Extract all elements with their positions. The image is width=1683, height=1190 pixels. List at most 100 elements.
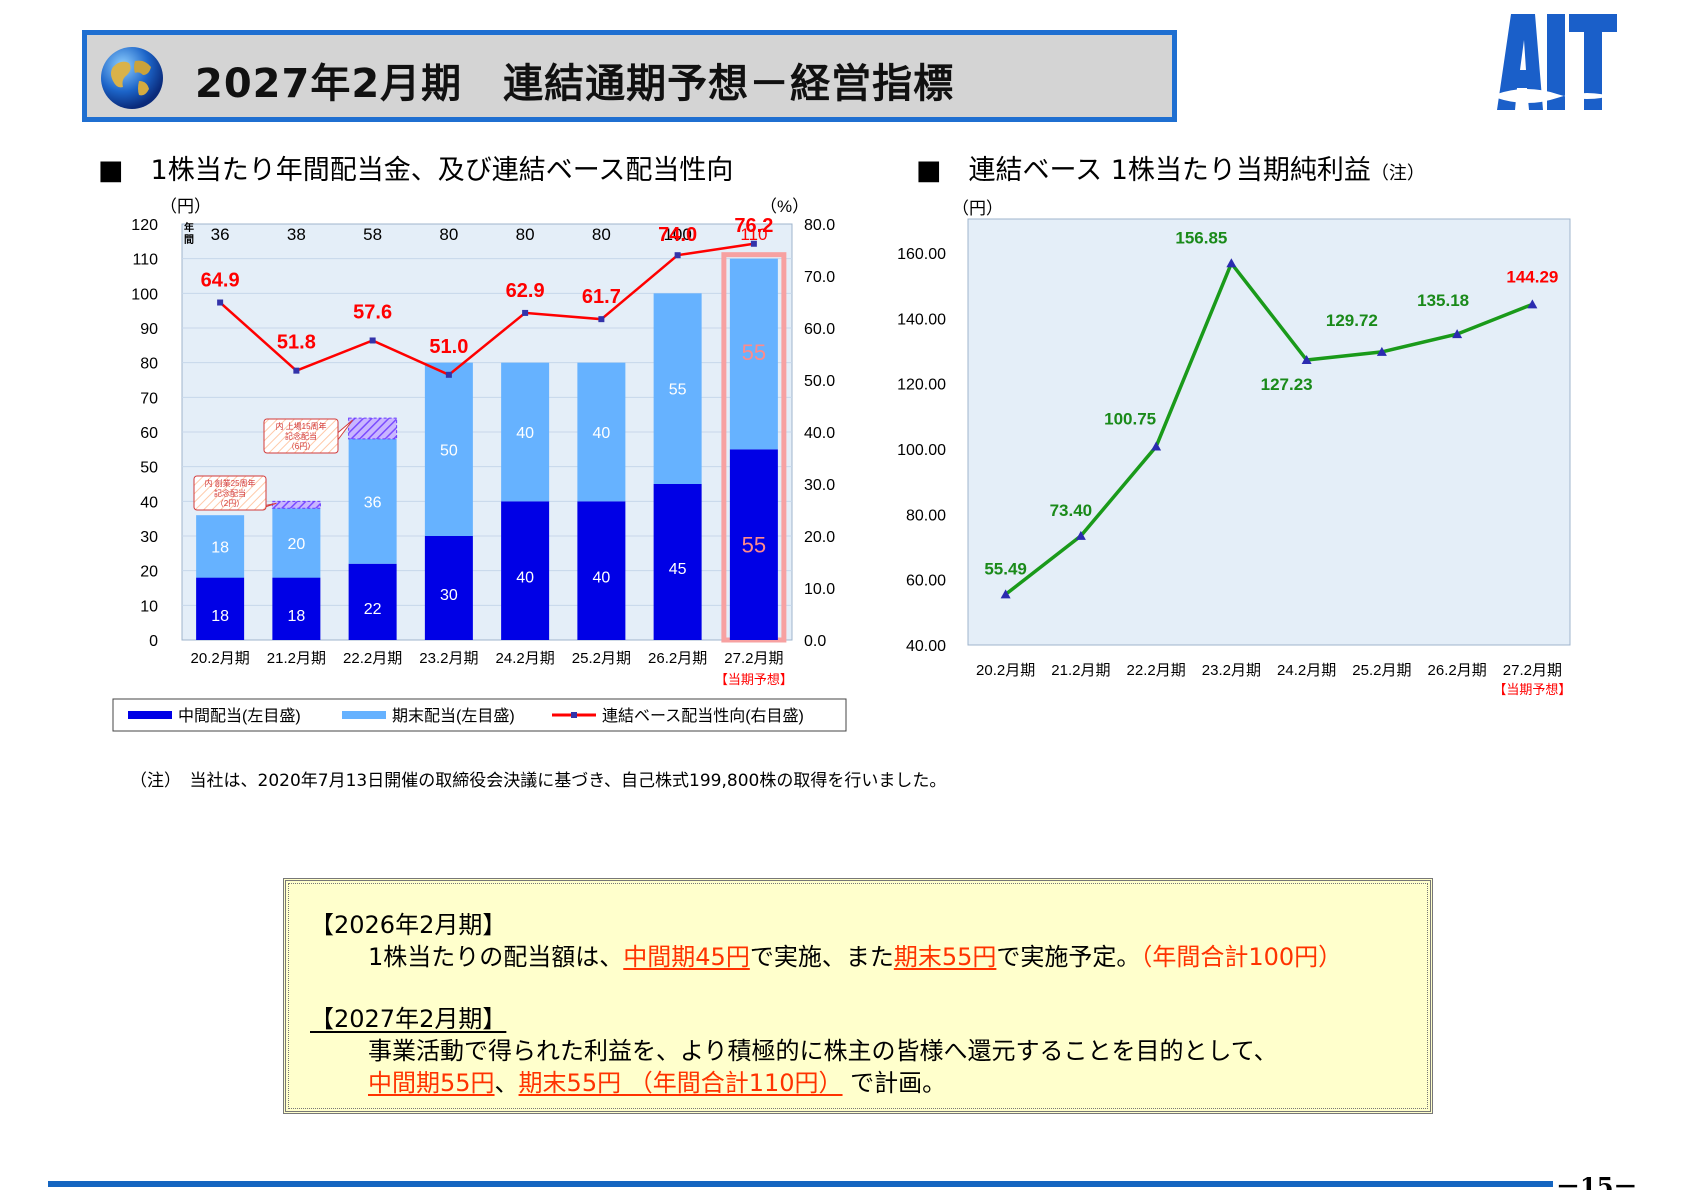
interim-value-label: 18 [287, 608, 305, 625]
bar-yearend [577, 362, 626, 502]
bar-yearend [196, 515, 245, 578]
yearend-value-label: 50 [440, 442, 458, 459]
payout-ratio-point [598, 316, 605, 323]
y-right-tick-label: 10.0 [804, 581, 835, 598]
legend-label: 中間配当(左目盛) [178, 707, 301, 725]
y-tick-label: 120.00 [897, 377, 946, 394]
payout-ratio-point [750, 240, 757, 247]
y-tick-label: 80.00 [906, 507, 946, 524]
x-tick-label: 23.2月期 [1202, 662, 1261, 679]
interim-value-label: 40 [516, 570, 534, 587]
nb-l1-c: で実施、また [749, 943, 894, 971]
y-left-tick-label: 0 [149, 633, 158, 650]
bar-interim [196, 577, 245, 640]
eps-section-note: （注） [1370, 163, 1425, 184]
legend-frame [112, 698, 847, 732]
eps-value-label: 127.23 [1261, 375, 1313, 394]
payout-ratio-line [219, 242, 755, 377]
nb-l1-a: 1株当たりの配当額は、 [368, 943, 624, 971]
x-tick-label: 20.2月期 [976, 662, 1035, 679]
nb-l1-d: 期末55円 [893, 943, 997, 971]
callout-box [263, 418, 339, 454]
y-right-tick-label: 20.0 [804, 529, 835, 546]
footnote: （注） 当社は、2020年7月13日開催の取締役会決議に基づき、自己株式199,… [130, 771, 947, 791]
callout-text: 内 創業25周年 [204, 478, 255, 488]
charts-area: 0 10 20 30 40 50 60 70 80 90 100 110 120 0.0 10.0 20.0 3… [112, 197, 1571, 732]
callout-text: （2円） [216, 499, 244, 508]
payout-ratio-point [217, 299, 224, 306]
eps-point [1075, 530, 1086, 540]
eps-point [1301, 355, 1312, 365]
commemorative-dividend-block [271, 500, 321, 509]
commemorative-dividend-block [348, 417, 398, 440]
bar-yearend [729, 258, 778, 450]
annual-total-label: 38 [287, 225, 306, 244]
yearend-value-label: 36 [364, 494, 382, 511]
payout-ratio-point [293, 367, 300, 374]
x-tick-label: 27.2月期 [1503, 662, 1562, 679]
payout-ratio-label: 62.9 [506, 280, 545, 302]
bar-yearend [653, 293, 702, 484]
y-right-tick-label: 50.0 [804, 373, 835, 390]
yearend-value-label: 20 [287, 536, 305, 553]
y-tick-label: 100.00 [897, 442, 946, 459]
payout-ratio-label: 51.0 [429, 336, 468, 358]
y-left-tick-label: 60 [140, 425, 158, 442]
interim-value-label: 30 [440, 587, 458, 604]
page-number: －15－ [1556, 1172, 1638, 1190]
legend-swatch-yearend [342, 711, 386, 719]
x-tick-label: 25.2月期 [572, 650, 631, 667]
title-bar: 2027年2月期 連結通期予想－経営指標 [82, 30, 1177, 122]
interim-value-label: 22 [364, 601, 382, 618]
x-tick-label: 21.2月期 [267, 650, 326, 667]
eps-point [1376, 346, 1387, 356]
legend-label: 連結ベース配当性向(右目盛) [602, 707, 804, 725]
eps-line [1004, 259, 1534, 596]
annual-total-label: 58 [363, 225, 382, 244]
bar-interim [653, 484, 702, 640]
nb-l3-a: 中間期55円 [368, 1069, 495, 1097]
payout-ratio-label: 61.7 [582, 286, 621, 308]
legend-swatch-payout-marker [571, 712, 577, 718]
notebox-line-2026: 1株当たりの配当額は、中間期45円で実施、また期末55円で実施予定。（年間合計1… [368, 937, 1342, 972]
y-tick-label: 60.00 [906, 573, 946, 590]
yearend-value-label: 18 [211, 539, 229, 556]
chart-legend: 中間配当(左目盛) 期末配当(左目盛) 連結ベース配当性向(右目盛) [112, 698, 847, 732]
notebox-line-2027-b: 中間期55円、期末55円 （年間合計110円） で計画。 [368, 1063, 946, 1098]
y-right-tick-label: 30.0 [804, 477, 835, 494]
x-tick-label: 23.2月期 [419, 650, 478, 667]
y-right-tick-label: 80.0 [804, 217, 835, 234]
y-left-tick-label: 100 [131, 286, 158, 303]
payout-ratio-point [522, 309, 529, 316]
y-unit: （円） [952, 199, 1003, 218]
nb-l3-c: 期末55円 （年間合計110円） [518, 1069, 843, 1097]
forecast-label: 【当期予想】 [1493, 682, 1571, 697]
payout-ratio-label: 76.2 [734, 215, 773, 237]
company-logo [1497, 14, 1617, 110]
x-tick-label: 24.2月期 [1277, 662, 1336, 679]
y-left-tick-label: 70 [140, 390, 158, 407]
eps-value-label: 55.49 [984, 559, 1027, 578]
x-tick-label: 27.2月期 [724, 650, 783, 667]
payout-ratio-label: 74.0 [658, 224, 697, 246]
bar-interim [577, 501, 626, 640]
eps-value-label: 73.40 [1050, 501, 1093, 520]
nb-l3-b: 、 [494, 1069, 519, 1097]
bar-interim [501, 501, 550, 640]
payout-ratio-point [445, 371, 452, 378]
y-right-tick-label: 0.0 [804, 633, 826, 650]
annual-header-label-1: 年 [184, 221, 194, 234]
y-left-tick-label: 110 [132, 252, 158, 269]
y-left-tick-label: 30 [140, 529, 158, 546]
notebox-heading-2027: 【2027年2月期】 [310, 1005, 507, 1033]
payout-ratio-label: 51.8 [277, 332, 316, 354]
dividend-section-title: ■ 1株当たり年間配当金、及び連結ベース配当性向 [98, 155, 734, 186]
annual-total-label: 110 [740, 225, 767, 244]
y-right-tick-label: 60.0 [804, 321, 835, 338]
interim-value-label: 18 [211, 608, 229, 625]
y-left-tick-label: 90 [140, 321, 158, 338]
bar-yearend [501, 362, 550, 502]
dividend-policy-notebox: 【2026年2月期】 1株当たりの配当額は、中間期45円で実施、また期末55円で… [283, 878, 1433, 1114]
notebox-heading-2026: 【2026年2月期】 [310, 911, 507, 939]
y-left-tick-label: 120 [131, 217, 158, 234]
